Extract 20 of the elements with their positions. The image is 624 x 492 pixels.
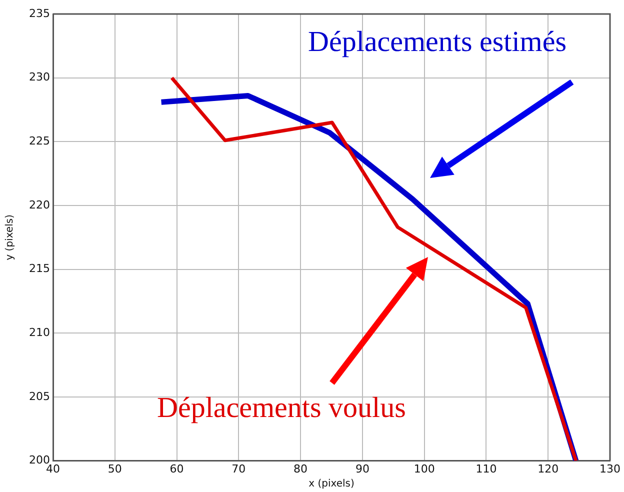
text: Déplacements voulus — [157, 392, 406, 425]
y-tick-label: 215 — [29, 262, 50, 276]
y-tick-label: 205 — [29, 390, 50, 403]
y-tick-label: 220 — [29, 198, 50, 212]
x-tick-label: 70 — [232, 462, 246, 476]
y-tick-label: 225 — [29, 134, 50, 148]
y-tick-label: 210 — [29, 326, 50, 339]
y-tick-label: 230 — [29, 70, 50, 84]
x-axis-title: x (pixels) — [308, 478, 354, 490]
x-tick-label: 130 — [600, 462, 620, 476]
y-tick-label: 235 — [29, 6, 50, 20]
x-tick-label: 100 — [414, 462, 435, 476]
text: Déplacements estimés — [308, 26, 566, 59]
x-tick-label: 80 — [294, 462, 308, 476]
x-tick-label: 60 — [170, 462, 184, 476]
y-axis-title: y (pixels) — [4, 214, 16, 260]
x-tick-label: 110 — [476, 462, 497, 476]
x-tick-label: 50 — [108, 462, 122, 476]
x-tick-label: 120 — [538, 462, 559, 476]
x-tick-label: 90 — [355, 462, 370, 476]
